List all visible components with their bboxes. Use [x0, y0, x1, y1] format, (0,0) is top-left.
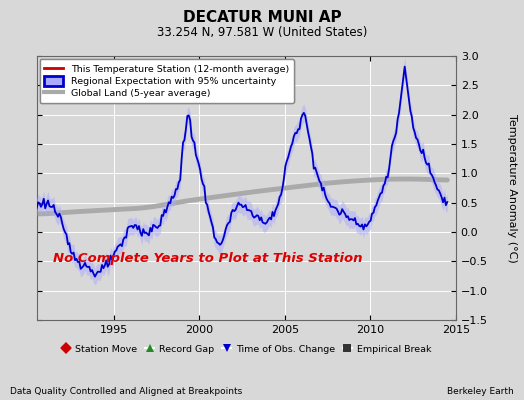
Text: 33.254 N, 97.581 W (United States): 33.254 N, 97.581 W (United States): [157, 26, 367, 39]
Text: DECATUR MUNI AP: DECATUR MUNI AP: [183, 10, 341, 25]
Text: Berkeley Earth: Berkeley Earth: [447, 387, 514, 396]
Legend: Station Move, Record Gap, Time of Obs. Change, Empirical Break: Station Move, Record Gap, Time of Obs. C…: [58, 342, 434, 356]
Y-axis label: Temperature Anomaly (°C): Temperature Anomaly (°C): [507, 114, 517, 262]
Text: Data Quality Controlled and Aligned at Breakpoints: Data Quality Controlled and Aligned at B…: [10, 387, 243, 396]
Text: No Complete Years to Plot at This Station: No Complete Years to Plot at This Statio…: [53, 252, 363, 265]
Legend: This Temperature Station (12-month average), Regional Expectation with 95% uncer: This Temperature Station (12-month avera…: [39, 59, 293, 103]
